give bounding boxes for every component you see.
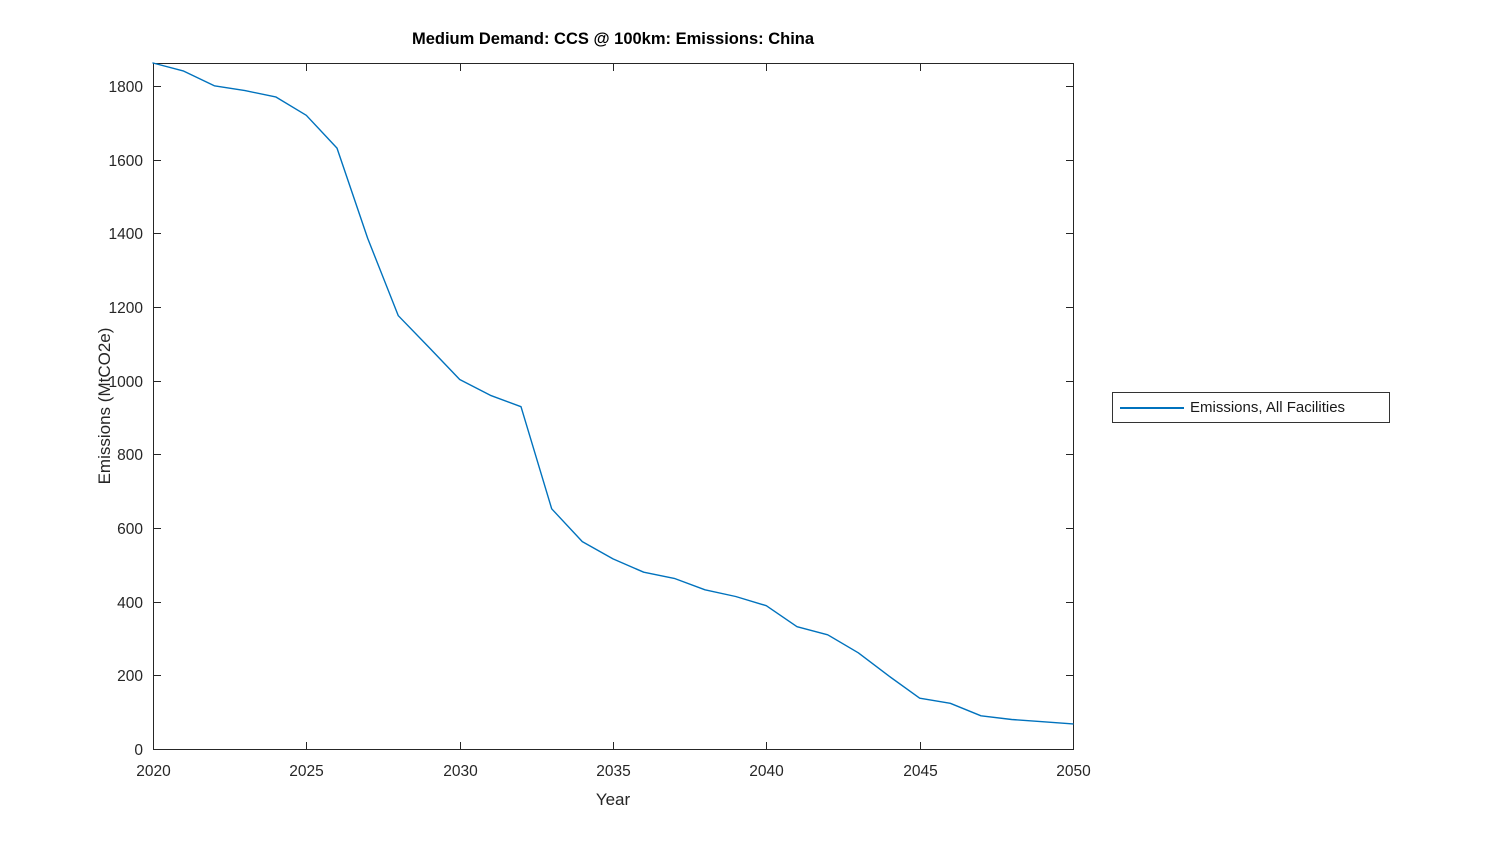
y-tick-label: 600 [117, 521, 143, 538]
plot-border [153, 63, 1074, 750]
x-axis-label: Year [595, 790, 631, 809]
x-tick-label: 2045 [903, 763, 937, 780]
y-tick-label: 200 [117, 668, 143, 685]
legend-line-sample [1120, 406, 1184, 409]
y-tick-label: 1400 [109, 226, 144, 243]
emissions-data-line [152, 62, 1074, 725]
x-tick-label: 2050 [1056, 763, 1091, 780]
y-tick-label: 1000 [109, 374, 144, 391]
x-tick-label: 2025 [289, 763, 323, 780]
y-axis-label: Emissions (MtCO2e) [95, 327, 114, 485]
x-tick-label: 2030 [443, 763, 478, 780]
x-tick-label: 2040 [749, 763, 784, 780]
legend: Emissions, All Facilities [1112, 392, 1390, 423]
x-tick-label: 2035 [596, 763, 630, 780]
y-tick-label: 1200 [109, 300, 144, 317]
y-tick-label: 400 [117, 595, 143, 612]
x-tick-label: 2020 [136, 763, 171, 780]
y-tick-label: 1800 [109, 79, 144, 96]
legend-label: Emissions, All Facilities [1190, 399, 1346, 416]
y-tick-label: 800 [117, 447, 143, 464]
chart-title: Medium Demand: CCS @ 100km: Emissions: C… [411, 30, 815, 48]
y-tick-label: 1600 [109, 153, 144, 170]
y-tick-label: 0 [134, 742, 143, 759]
